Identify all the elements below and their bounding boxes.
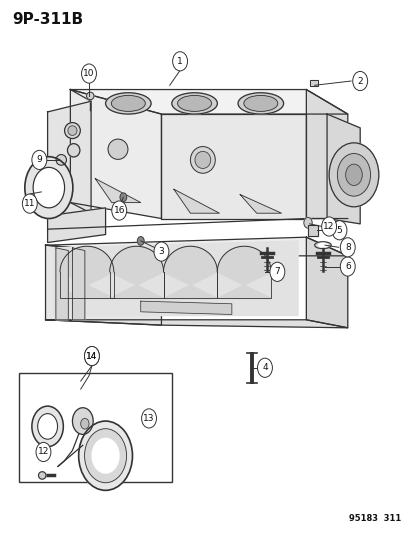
Ellipse shape (190, 147, 215, 173)
Text: 8: 8 (344, 243, 350, 252)
Ellipse shape (67, 144, 80, 157)
Polygon shape (95, 179, 140, 203)
Circle shape (84, 346, 99, 366)
Polygon shape (47, 101, 91, 227)
Polygon shape (45, 237, 347, 256)
Polygon shape (70, 90, 347, 114)
Circle shape (331, 221, 346, 240)
Circle shape (25, 157, 73, 219)
Polygon shape (56, 248, 68, 320)
Ellipse shape (171, 93, 217, 114)
Ellipse shape (38, 472, 46, 479)
Text: 1: 1 (177, 57, 183, 66)
Text: 9P-311B: 9P-311B (12, 12, 83, 27)
Text: 14: 14 (86, 352, 97, 360)
Text: 12: 12 (323, 222, 334, 231)
Ellipse shape (111, 95, 145, 111)
Polygon shape (54, 241, 297, 316)
Ellipse shape (64, 123, 80, 139)
Text: 12: 12 (38, 448, 49, 456)
Circle shape (92, 438, 119, 473)
Ellipse shape (108, 139, 128, 159)
Circle shape (154, 242, 169, 261)
Text: 16: 16 (113, 206, 125, 215)
Polygon shape (45, 245, 161, 325)
Ellipse shape (177, 95, 211, 111)
Ellipse shape (237, 93, 283, 114)
Circle shape (339, 257, 354, 276)
Circle shape (303, 217, 311, 228)
Text: 14: 14 (86, 352, 97, 360)
Ellipse shape (243, 95, 277, 111)
Circle shape (32, 150, 47, 169)
Polygon shape (326, 114, 359, 224)
Text: 10: 10 (83, 69, 95, 78)
Circle shape (81, 64, 96, 83)
Circle shape (257, 358, 272, 377)
Polygon shape (140, 301, 231, 314)
Ellipse shape (195, 151, 210, 168)
Ellipse shape (105, 93, 151, 114)
Text: 2: 2 (356, 77, 362, 85)
Circle shape (269, 262, 284, 281)
Circle shape (339, 238, 354, 257)
Circle shape (345, 164, 361, 185)
Text: 3: 3 (158, 247, 164, 256)
Text: 95183  311: 95183 311 (349, 514, 401, 523)
Circle shape (33, 167, 64, 208)
Circle shape (22, 194, 37, 213)
Text: 7: 7 (274, 268, 280, 276)
Polygon shape (217, 246, 271, 298)
Circle shape (38, 414, 57, 439)
Circle shape (36, 442, 51, 462)
Ellipse shape (68, 126, 77, 135)
Circle shape (78, 421, 132, 490)
Circle shape (321, 217, 336, 236)
Text: 6: 6 (344, 262, 350, 271)
Polygon shape (72, 248, 85, 320)
FancyBboxPatch shape (310, 80, 317, 86)
Circle shape (81, 418, 89, 429)
FancyBboxPatch shape (307, 225, 317, 236)
Circle shape (137, 237, 144, 245)
Text: 4: 4 (261, 364, 267, 372)
Ellipse shape (86, 92, 94, 100)
Ellipse shape (56, 155, 66, 165)
Polygon shape (240, 195, 281, 213)
Circle shape (84, 429, 126, 483)
Polygon shape (161, 114, 306, 219)
Polygon shape (60, 246, 114, 298)
Text: 9: 9 (36, 156, 42, 164)
Text: 5: 5 (336, 226, 342, 235)
Circle shape (84, 346, 99, 366)
Circle shape (32, 406, 63, 447)
Polygon shape (173, 189, 219, 213)
Polygon shape (70, 90, 161, 219)
Polygon shape (109, 246, 163, 298)
Polygon shape (306, 237, 347, 328)
Polygon shape (45, 320, 347, 328)
Polygon shape (306, 90, 347, 219)
Circle shape (328, 143, 378, 207)
Circle shape (141, 409, 156, 428)
Ellipse shape (314, 242, 330, 248)
Polygon shape (47, 208, 105, 243)
Polygon shape (163, 246, 217, 298)
Circle shape (120, 193, 126, 201)
Circle shape (337, 154, 370, 196)
Circle shape (112, 201, 126, 220)
Text: 13: 13 (143, 414, 154, 423)
Circle shape (352, 71, 367, 91)
Text: 11: 11 (24, 199, 36, 208)
Ellipse shape (318, 243, 327, 247)
Circle shape (72, 408, 93, 434)
Circle shape (172, 52, 187, 71)
